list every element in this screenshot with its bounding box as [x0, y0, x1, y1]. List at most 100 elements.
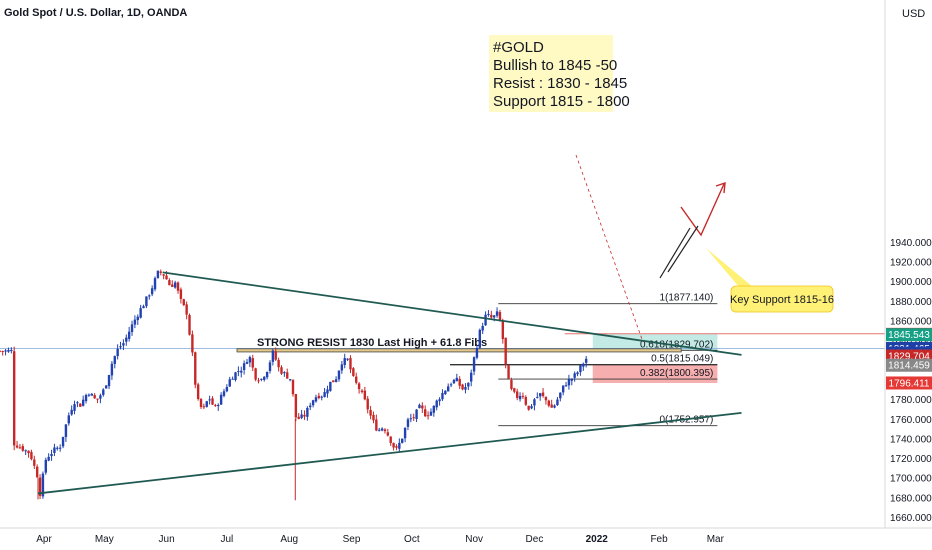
candle-body	[349, 358, 352, 370]
candle-body	[153, 278, 157, 290]
candle-body	[222, 391, 226, 396]
candle-body	[64, 424, 68, 438]
candle-body	[33, 459, 36, 466]
candle-body	[553, 405, 556, 408]
x-tick-label: Aug	[280, 534, 298, 545]
candle-body	[291, 379, 295, 395]
candle-body	[219, 394, 223, 405]
candle-body	[251, 358, 254, 368]
candle-body	[401, 438, 404, 443]
candle-body	[472, 357, 476, 372]
candle-body	[547, 400, 551, 406]
candle-body	[242, 363, 246, 371]
candle-body	[208, 399, 211, 401]
candle-body	[148, 295, 151, 297]
candle-body	[176, 282, 180, 291]
candle-body	[576, 372, 579, 375]
candle-body	[421, 405, 424, 409]
x-tick-label: Sep	[343, 534, 361, 545]
candle-body	[409, 418, 413, 420]
callout-pointer	[706, 248, 753, 287]
candle-body	[168, 280, 171, 286]
candle-body	[300, 414, 303, 419]
support-line-2	[667, 225, 699, 273]
fib-label: 1(1877.140)	[659, 293, 713, 304]
candle-body	[343, 358, 346, 366]
candle-body	[150, 288, 154, 295]
x-tick-label: Nov	[465, 534, 483, 545]
candle-body	[0, 350, 2, 352]
candle-body	[311, 400, 315, 406]
candle-body	[104, 385, 108, 389]
candle-body	[538, 393, 542, 397]
candle-body	[107, 375, 111, 387]
candle-body	[495, 311, 499, 316]
candle-body	[159, 271, 162, 273]
candle-body	[99, 395, 102, 399]
candle-body	[217, 404, 220, 407]
price-tag-bg	[886, 376, 932, 390]
candle-body	[355, 376, 358, 383]
candle-body	[570, 378, 573, 381]
time-axis[interactable]: Apr May Jun Jul Aug Sep Oct Nov Dec 2022 Feb Mar	[0, 527, 932, 545]
candle-body	[334, 379, 338, 382]
candle-body	[346, 358, 349, 360]
x-tick-label: Mar	[707, 534, 725, 545]
candle-body	[260, 378, 263, 380]
candle-body	[366, 398, 369, 410]
y-tick-label: 1920.000	[890, 258, 932, 269]
candle-body	[533, 399, 536, 406]
candle-body	[527, 405, 530, 410]
candle-body	[395, 446, 398, 448]
candle-body	[447, 386, 450, 392]
candle-body	[340, 364, 344, 371]
x-tick-label: 2022	[586, 534, 609, 545]
candle-body	[234, 372, 237, 380]
candle-body	[133, 319, 137, 325]
candle-body	[332, 380, 335, 383]
candle-body	[142, 306, 145, 309]
candle-body	[90, 393, 93, 396]
fib-label: 0(1752.957)	[659, 415, 713, 426]
candle-body	[357, 383, 361, 390]
candle-body	[4, 350, 7, 352]
candle-body	[521, 395, 525, 397]
candle-body	[254, 368, 257, 380]
candle-body	[283, 372, 286, 374]
candle-body	[277, 359, 280, 368]
candle-body	[544, 396, 548, 401]
y-tick-label: 1860.000	[890, 317, 932, 328]
candle-body	[556, 399, 559, 406]
y-tick-label: 1720.000	[890, 454, 932, 465]
candle-body	[386, 432, 390, 436]
candle-body	[7, 350, 10, 352]
x-tick-label: Feb	[650, 534, 668, 545]
candle-body	[171, 284, 174, 287]
y-tick-label: 1660.000	[890, 513, 932, 524]
candle-body	[380, 428, 384, 431]
candle-body	[119, 346, 122, 348]
candle-body	[389, 436, 392, 443]
candle-body	[501, 321, 505, 339]
candle-body	[127, 331, 131, 339]
candle-body	[116, 348, 119, 357]
candle-body	[326, 389, 329, 394]
candle-body	[360, 390, 364, 393]
candle-body	[35, 466, 39, 478]
candle-body	[10, 349, 13, 352]
candle-body	[369, 409, 372, 416]
fib-label: 0.5(1815.049)	[651, 354, 713, 365]
x-tick-label: Apr	[36, 534, 52, 545]
resist-band-layer: STRONG RESIST 1830 Last High + 61.8 Fibs	[236, 337, 682, 353]
candle-body	[50, 454, 53, 457]
candle-body	[41, 473, 45, 497]
candle-body	[297, 416, 300, 419]
candle-body	[53, 447, 56, 453]
candle-body	[524, 397, 528, 405]
candle-body	[478, 329, 482, 348]
y-tick-label: 1900.000	[890, 277, 932, 288]
candle-body	[81, 399, 85, 406]
